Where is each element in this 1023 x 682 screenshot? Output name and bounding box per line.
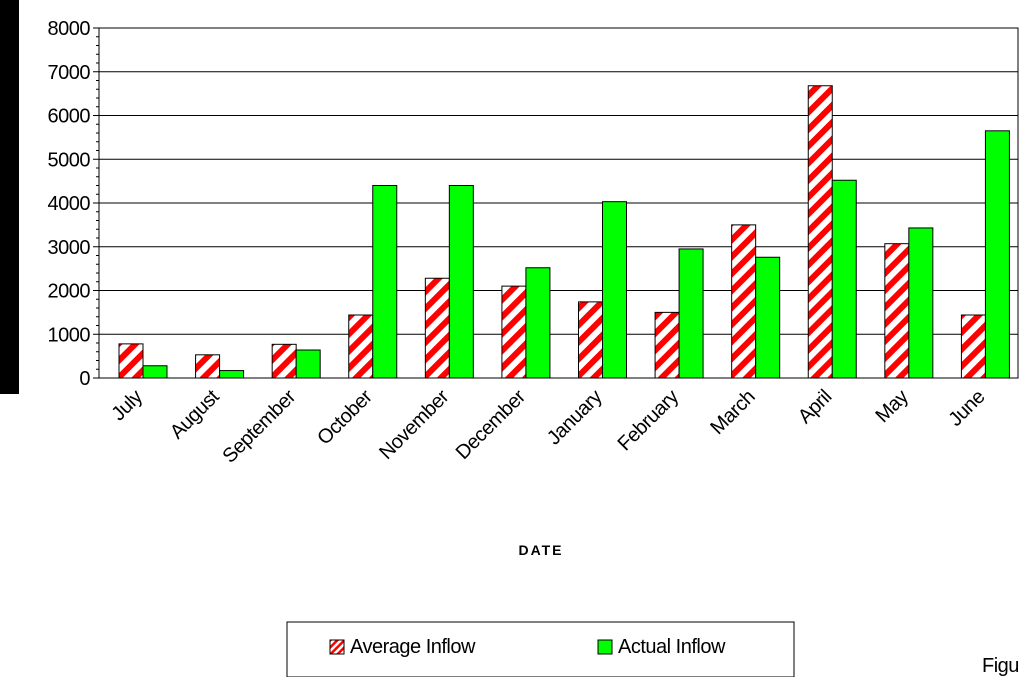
y-tick-label: 5000: [48, 149, 91, 171]
bar-average-inflow: [348, 314, 374, 379]
x-tick-label: November: [375, 385, 454, 464]
figure-caption-fragment: Figu: [982, 655, 1019, 677]
bar-actual-inflow: [755, 256, 781, 379]
x-tick-label: October: [313, 385, 377, 449]
y-tick-label: 0: [79, 368, 90, 390]
y-axis-ticks: 0 1000 2000 3000 4000 5000 6000 7000 8000: [48, 18, 99, 390]
bar-average-inflow: [118, 343, 144, 379]
bar-average-inflow: [424, 277, 450, 379]
bar-actual-inflow: [448, 185, 474, 379]
bar-average-inflow: [807, 85, 833, 379]
bar-actual-inflow: [142, 365, 168, 379]
bar-average-inflow: [731, 224, 757, 379]
x-tick-label: December: [452, 385, 531, 464]
bar-actual-inflow: [908, 227, 934, 379]
x-tick-label: March: [706, 386, 759, 439]
gridlines: [98, 27, 1019, 379]
x-axis-label: DATE: [518, 542, 563, 558]
bar-average-inflow: [654, 311, 680, 379]
legend-swatch-average-inflow: [329, 639, 345, 655]
bar-average-inflow: [960, 314, 986, 379]
y-tick-label: 1000: [48, 324, 91, 346]
bar-actual-inflow: [984, 130, 1010, 379]
x-tick-label: September: [218, 385, 300, 467]
bar-actual-inflow: [295, 349, 321, 379]
bar-average-inflow: [195, 354, 221, 379]
y-tick-label: 8000: [48, 18, 91, 40]
bar-actual-inflow: [602, 201, 627, 379]
legend-box: [286, 621, 795, 678]
legend-label-average-inflow: Average Inflow: [350, 636, 476, 658]
bars: [118, 85, 1010, 379]
x-tick-label: August: [166, 385, 224, 443]
legend-label-actual-inflow: Actual Inflow: [618, 636, 726, 658]
x-tick-label: May: [871, 386, 913, 428]
y-tick-label: 6000: [48, 106, 91, 128]
x-tick-label: June: [944, 386, 989, 431]
bar-actual-inflow: [219, 370, 245, 379]
bar-average-inflow: [271, 343, 297, 379]
bar-actual-inflow: [525, 267, 551, 379]
x-tick-label: February: [614, 386, 684, 456]
bar-actual-inflow: [372, 185, 398, 379]
bar-average-inflow: [501, 285, 527, 379]
bar-actual-inflow: [678, 248, 704, 379]
x-tick-label: July: [108, 386, 148, 426]
legend-swatch-actual-inflow: [597, 639, 613, 655]
y-tick-label: 2000: [48, 281, 91, 303]
bar-actual-inflow: [831, 179, 857, 379]
bar-average-inflow: [884, 243, 910, 379]
x-tick-label: April: [794, 386, 836, 428]
y-tick-label: 4000: [48, 193, 91, 215]
legend: Average Inflow Actual Inflow: [286, 621, 795, 678]
x-tick-label: January: [543, 386, 607, 450]
y-tick-label: 7000: [48, 62, 91, 84]
y-axis-bar: [0, 0, 19, 394]
y-tick-label: 3000: [48, 237, 91, 259]
bar-average-inflow: [578, 301, 603, 379]
